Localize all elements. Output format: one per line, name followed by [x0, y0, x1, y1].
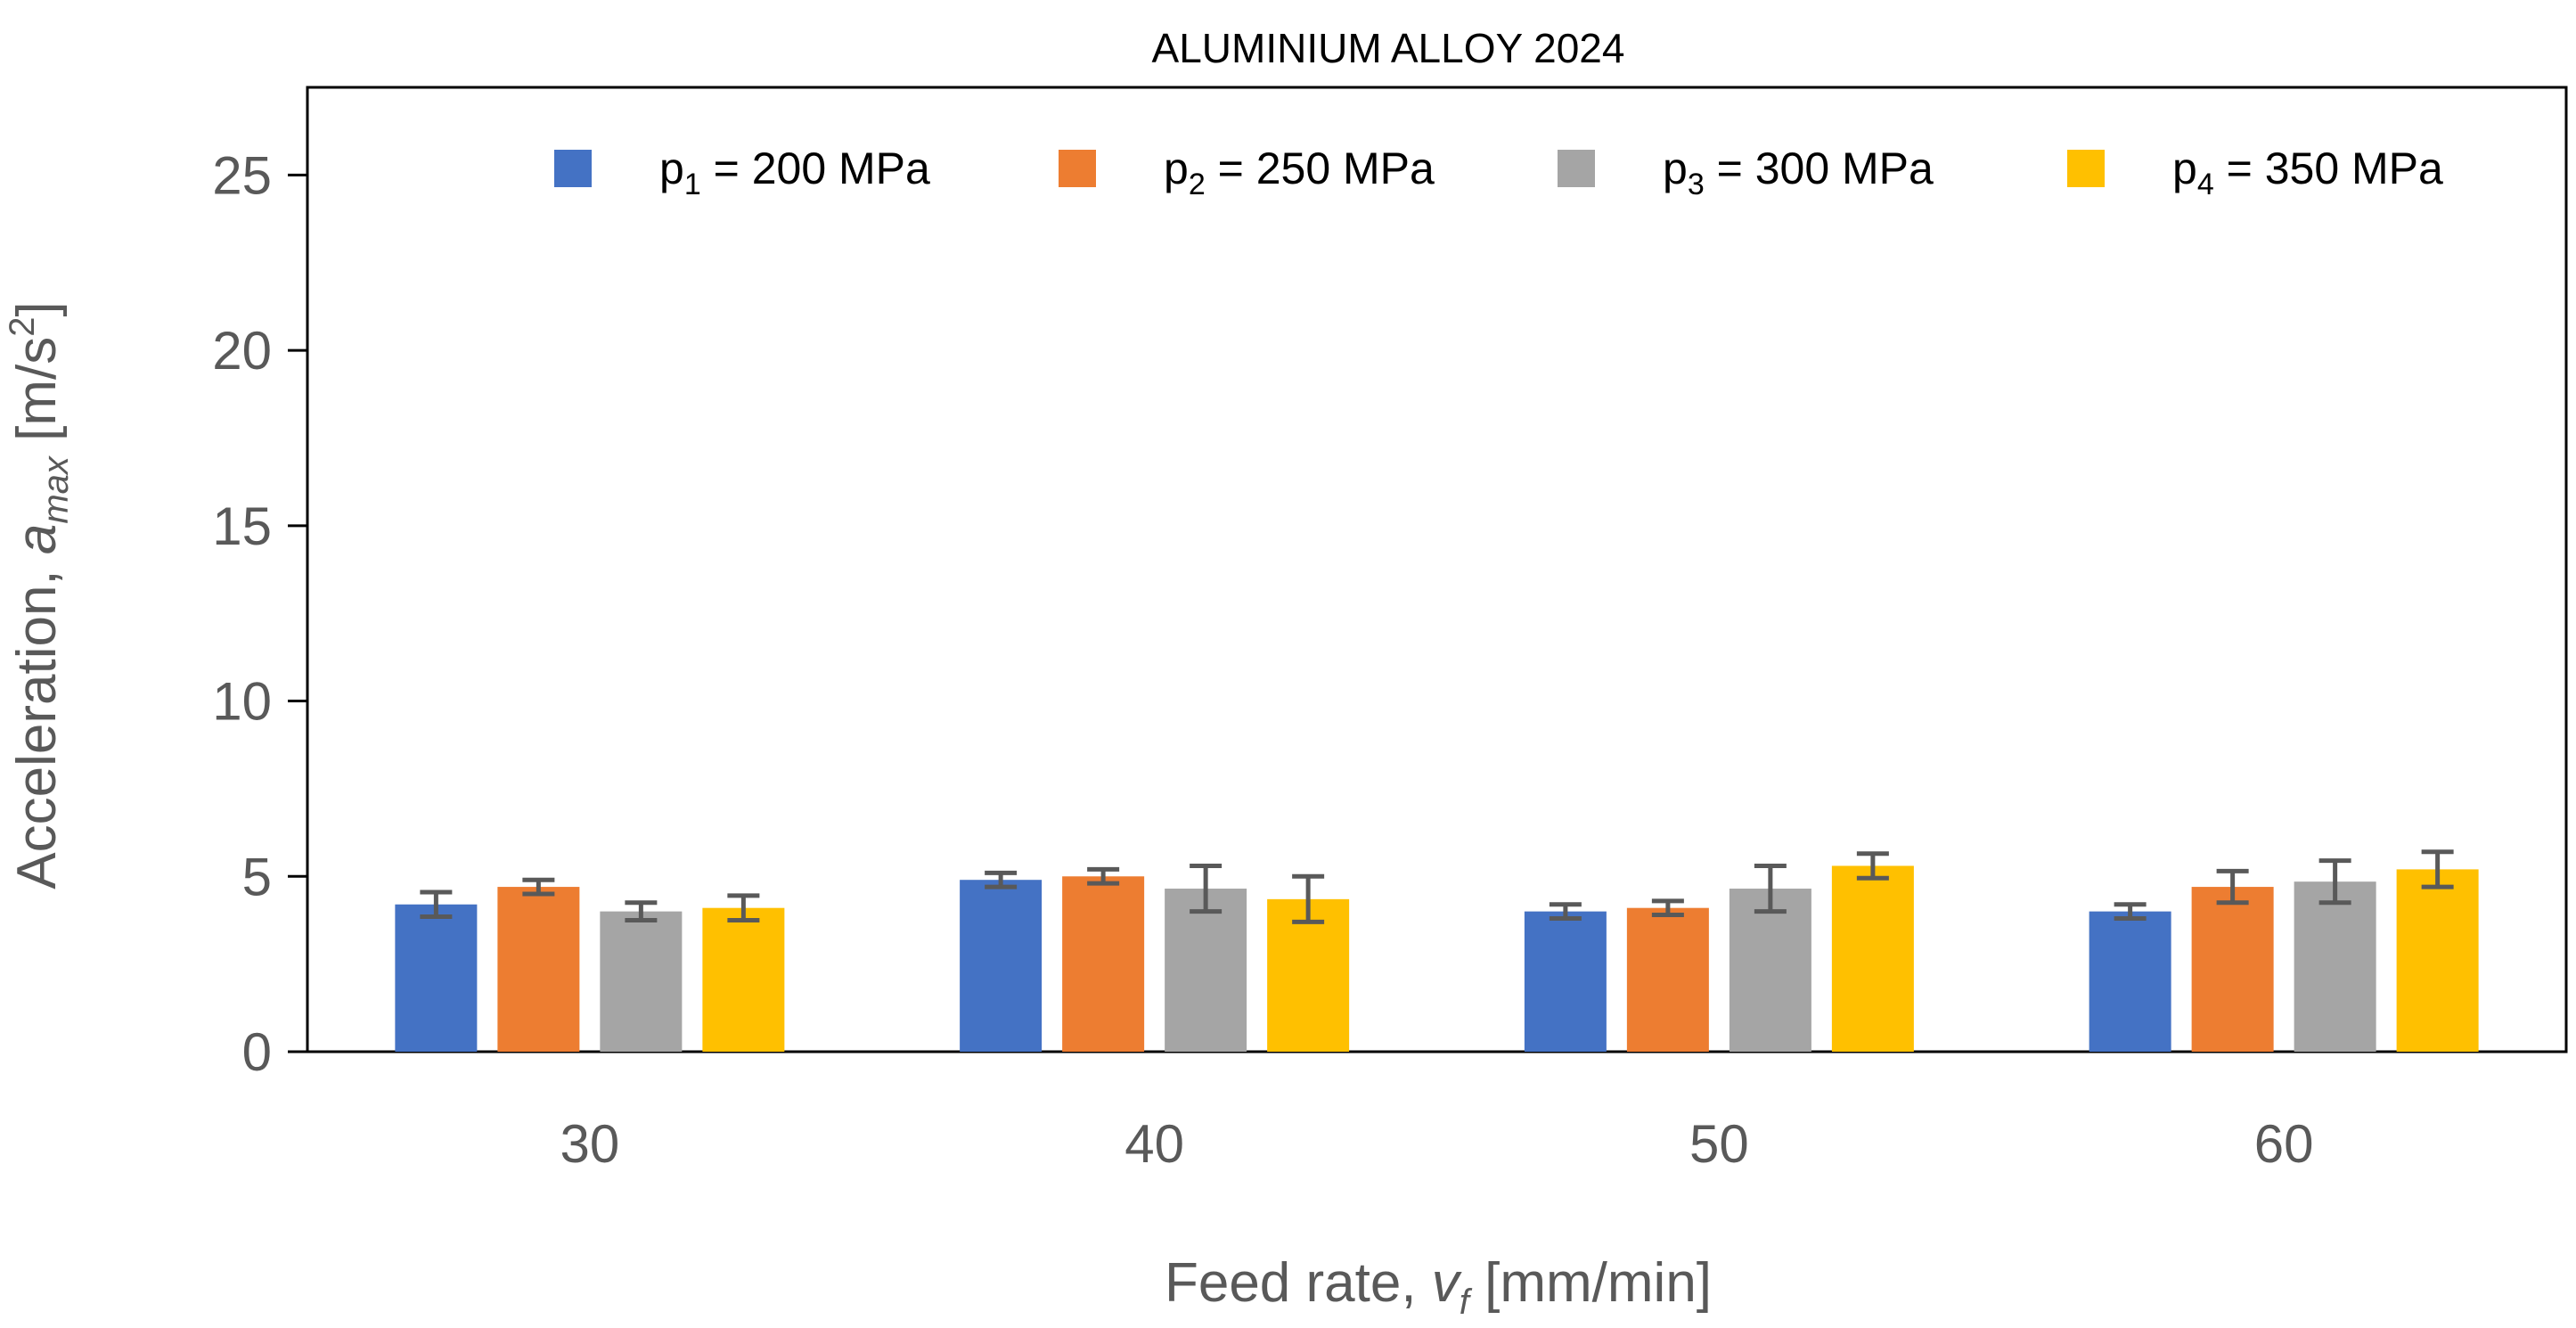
plot-area-frame	[306, 86, 2568, 1053]
bar	[2294, 881, 2376, 1052]
bar	[1524, 911, 1607, 1052]
legend-swatch	[1558, 150, 1595, 187]
error-bar	[1549, 902, 1582, 921]
error-bars	[420, 849, 2454, 924]
legend-swatch	[554, 150, 592, 187]
bar	[1267, 898, 1350, 1052]
legend-label: p1 = 200 MPa	[659, 143, 930, 201]
legend-swatch	[2067, 150, 2105, 187]
legend-label: p4 = 350 MPa	[2172, 143, 2443, 201]
bar	[1062, 876, 1145, 1052]
bar	[960, 880, 1043, 1052]
error-bar	[1651, 898, 1684, 918]
y-tick-label: 10	[212, 672, 272, 732]
error-bar	[522, 877, 555, 897]
legend-swatch	[1059, 150, 1096, 187]
bar	[1165, 889, 1247, 1052]
y-axis-label: Acceleration, amax [m/s2]	[3, 301, 76, 889]
error-bar	[727, 893, 760, 922]
bar	[1729, 889, 1811, 1052]
error-bar	[420, 889, 453, 920]
error-bar	[2216, 868, 2249, 906]
legend: p1 = 200 MPa p2 = 250 MPa p3 = 300 MPa p4 =…	[554, 143, 2443, 201]
y-tick-label: 5	[242, 847, 272, 906]
bar	[497, 887, 580, 1052]
error-bar	[2421, 849, 2454, 889]
bar	[2089, 911, 2171, 1052]
legend-item: p2 = 250 MPa	[1059, 143, 1435, 201]
y-tick-label: 15	[212, 496, 272, 556]
error-bar	[1856, 851, 1889, 881]
y-tick-label: 20	[212, 321, 272, 381]
x-tick-label: 60	[2254, 1114, 2314, 1174]
bar	[1626, 907, 1709, 1052]
error-bar	[2318, 858, 2351, 906]
error-bar	[985, 870, 1018, 889]
error-bar	[1190, 863, 1223, 914]
x-axis-label: Feed rate, vf [mm/min]	[1165, 1252, 1712, 1322]
bars	[395, 865, 2479, 1052]
error-bar	[1754, 863, 1787, 914]
legend-item: p4 = 350 MPa	[2067, 143, 2443, 201]
x-tick-label: 50	[1689, 1114, 1749, 1174]
legend-label: p2 = 250 MPa	[1164, 143, 1435, 201]
error-bar	[1087, 866, 1120, 886]
y-tick-label: 25	[212, 145, 272, 205]
error-bar	[2114, 902, 2147, 921]
legend-item: p1 = 200 MPa	[554, 143, 930, 201]
y-axis-ticks: 0 5 10 15 20 25	[212, 145, 307, 1082]
y-tick-label: 0	[242, 1022, 272, 1082]
bar	[2191, 887, 2274, 1052]
bar	[600, 911, 683, 1052]
x-axis-ticks: 30 40 50 60	[560, 1114, 2314, 1174]
bar	[395, 904, 478, 1052]
error-bar	[625, 900, 658, 922]
chart-title: ALUMINIUM ALLOY 2024	[1152, 25, 1625, 71]
x-tick-label: 30	[560, 1114, 620, 1174]
legend-label: p3 = 300 MPa	[1663, 143, 1934, 201]
bar	[2396, 869, 2479, 1052]
bar	[702, 907, 785, 1052]
error-bar	[1292, 873, 1325, 924]
bar	[1831, 865, 1914, 1052]
x-tick-label: 40	[1124, 1114, 1184, 1174]
legend-item: p3 = 300 MPa	[1558, 143, 1934, 201]
